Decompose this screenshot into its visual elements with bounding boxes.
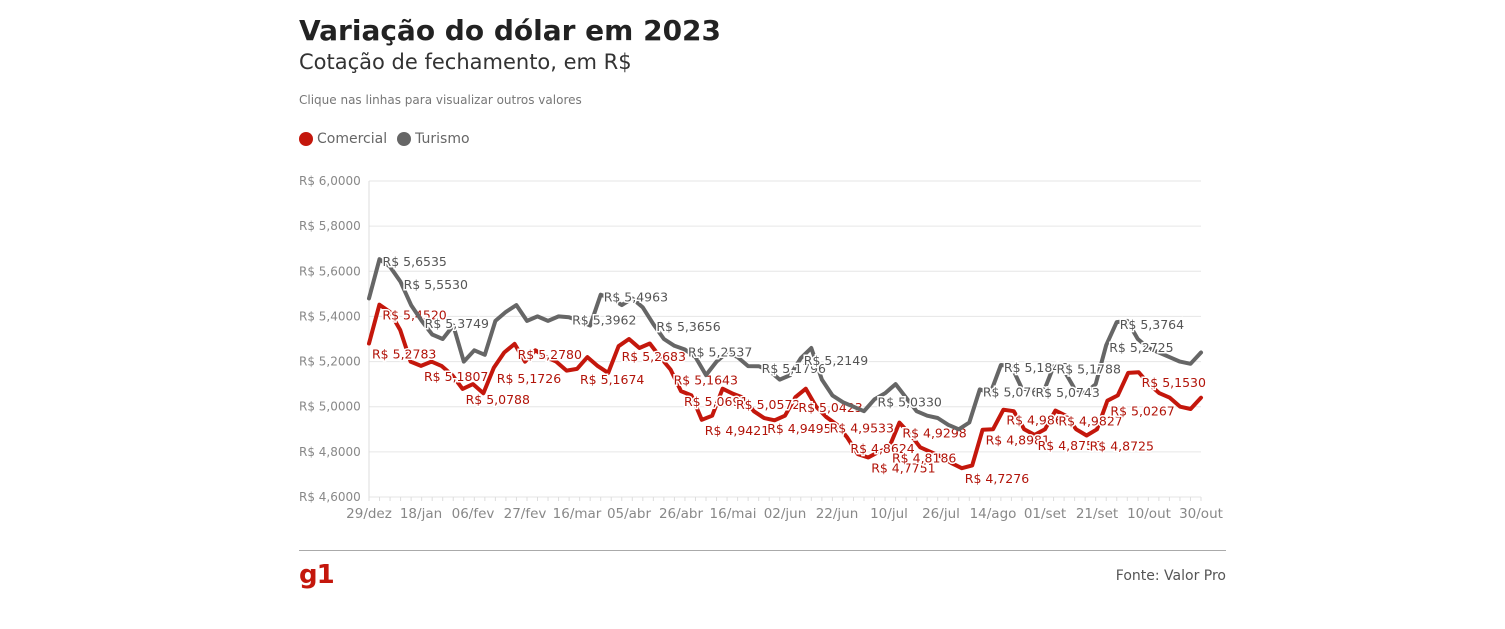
data-label: R$ 5,2537	[688, 344, 752, 359]
data-label: R$ 4,9421	[705, 423, 769, 438]
x-tick-label: 14/ago	[970, 506, 1017, 522]
y-tick-label: R$ 4,6000	[299, 490, 361, 504]
data-label: R$ 5,2149	[804, 353, 868, 368]
data-label: R$ 5,1530	[1142, 375, 1206, 390]
data-label: R$ 5,4520	[382, 308, 446, 323]
x-tick-label: 16/mar	[553, 506, 602, 522]
data-label: R$ 4,9533	[830, 420, 894, 435]
data-label: R$ 4,9868	[1006, 413, 1070, 428]
chart-card: Variação do dólar em 2023 Cotação de fec…	[299, 0, 1226, 629]
legend-dot-turismo	[397, 132, 412, 146]
data-label: R$ 5,0788	[466, 392, 530, 407]
data-label: R$ 5,1846	[1004, 360, 1068, 375]
x-tick-label: 30/out	[1179, 506, 1223, 522]
data-label: R$ 5,1807	[424, 369, 488, 384]
data-label: R$ 5,4963	[604, 290, 668, 305]
data-label: R$ 5,3749	[425, 316, 489, 331]
data-label: R$ 5,0691	[684, 394, 748, 409]
y-tick-label: R$ 5,0000	[299, 400, 361, 414]
footer-divider	[299, 550, 1226, 551]
data-label: R$ 4,8725	[1090, 438, 1154, 453]
source-text: Fonte: Valor Pro	[1115, 568, 1226, 584]
data-label: R$ 4,8624	[850, 441, 914, 456]
data-label: R$ 5,0572	[736, 397, 800, 412]
data-label: R$ 4,7751	[871, 460, 935, 475]
data-label: R$ 5,1796	[762, 361, 826, 376]
line-chart: R$ 4,6000 R$ 4,8000 R$ 5,0000 R$ 5,2000 R$ 5…	[299, 174, 1223, 522]
x-tick-label: 21/set	[1076, 506, 1118, 522]
series-line-comercial	[367, 302, 1203, 471]
legend-label-comercial: Comercial	[317, 131, 388, 147]
data-label: R$ 5,1643	[674, 373, 738, 388]
data-label: R$ 5,3764	[1120, 317, 1184, 332]
data-label: R$ 5,5530	[404, 277, 468, 292]
y-tick-label: R$ 5,4000	[299, 309, 361, 323]
legend-dot-comercial	[299, 132, 313, 146]
x-tick-label: 29/dez	[346, 506, 392, 522]
data-label: R$ 4,8750	[1038, 438, 1102, 453]
x-tick-label: 02/jun	[764, 506, 807, 522]
x-tick-label: 01/set	[1024, 506, 1066, 522]
y-tick-label: R$ 4,8000	[299, 445, 361, 459]
y-tick-label: R$ 5,2000	[299, 355, 361, 369]
x-tick-label: 06/fev	[452, 506, 495, 522]
x-tick-label: 26/abr	[659, 506, 704, 522]
data-label: R$ 5,3962	[572, 312, 636, 327]
data-label: R$ 5,1674	[580, 372, 644, 387]
data-label: R$ 4,9298	[902, 426, 966, 441]
y-tick-label: R$ 5,6000	[299, 264, 361, 278]
x-tick-label: 05/abr	[607, 506, 652, 522]
data-label: R$ 5,0768	[983, 384, 1047, 399]
data-label: R$ 4,9827	[1058, 414, 1122, 429]
data-label: R$ 5,6535	[383, 254, 447, 269]
data-label: R$ 5,2725	[1109, 340, 1173, 355]
x-tick-label: 27/fev	[504, 506, 547, 522]
legend-item-turismo[interactable]: Turismo	[397, 131, 470, 147]
data-label: R$ 4,7276	[965, 471, 1029, 486]
data-label: R$ 5,0330	[878, 394, 942, 409]
data-label: R$ 5,3656	[656, 319, 720, 334]
legend: Comercial Turismo	[299, 131, 470, 147]
chart-subtitle: Cotação de fechamento, em R$	[299, 50, 632, 74]
series-line-turismo	[367, 257, 1203, 432]
g1-logo: g1	[299, 560, 335, 590]
x-tick-label: 10/jul	[870, 506, 908, 522]
data-label: R$ 5,0267	[1110, 404, 1174, 419]
y-tick-label: R$ 6,0000	[299, 174, 361, 188]
chart-hint: Clique nas linhas para visualizar outros…	[299, 93, 582, 107]
legend-label-turismo: Turismo	[415, 131, 470, 147]
data-label: R$ 4,8981	[986, 433, 1050, 448]
data-label: R$ 5,2683	[622, 349, 686, 364]
x-tick-label: 16/mai	[710, 506, 757, 522]
data-label: R$ 4,8186	[892, 451, 956, 466]
legend-item-comercial[interactable]: Comercial	[299, 131, 387, 147]
data-label: R$ 4,9495	[767, 421, 831, 436]
x-tick-label: 26/jul	[922, 506, 960, 522]
x-tick-label: 10/out	[1127, 506, 1171, 522]
data-label: R$ 5,2780	[518, 347, 582, 362]
data-label: R$ 5,0743	[1035, 385, 1099, 400]
data-label: R$ 5,2783	[372, 347, 436, 362]
x-tick-label: 22/jun	[816, 506, 859, 522]
x-tick-label: 18/jan	[400, 506, 442, 522]
data-label: R$ 5,1788	[1057, 361, 1121, 376]
data-label: R$ 5,1726	[497, 371, 561, 386]
chart-title: Variação do dólar em 2023	[299, 14, 722, 47]
y-tick-label: R$ 5,8000	[299, 219, 361, 233]
